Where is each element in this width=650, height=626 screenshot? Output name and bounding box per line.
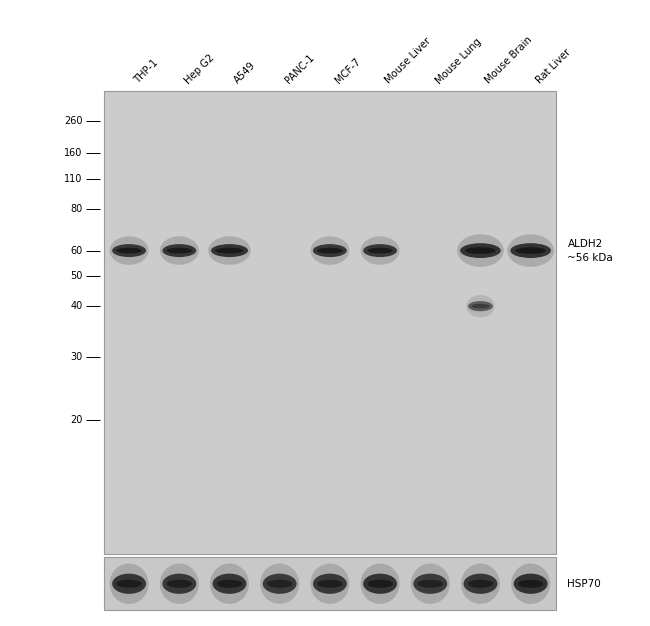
Ellipse shape	[263, 573, 296, 594]
Text: THP-1: THP-1	[133, 58, 160, 86]
Ellipse shape	[160, 237, 199, 265]
Bar	[104, 557, 556, 610]
Text: 20: 20	[70, 414, 83, 424]
Text: 60: 60	[70, 245, 83, 255]
Ellipse shape	[160, 563, 199, 604]
Ellipse shape	[110, 237, 149, 265]
Text: Mouse Liver: Mouse Liver	[384, 36, 433, 86]
Ellipse shape	[166, 248, 192, 254]
Ellipse shape	[112, 244, 146, 257]
Ellipse shape	[457, 234, 504, 267]
Text: Rat Liver: Rat Liver	[534, 48, 572, 86]
Ellipse shape	[311, 237, 349, 265]
Ellipse shape	[466, 295, 495, 317]
Ellipse shape	[361, 563, 400, 604]
Ellipse shape	[367, 248, 393, 254]
Ellipse shape	[471, 304, 490, 309]
Text: A549: A549	[233, 60, 258, 86]
Ellipse shape	[311, 563, 349, 604]
Text: 80: 80	[70, 204, 83, 214]
Text: HSP70: HSP70	[567, 579, 601, 588]
Ellipse shape	[417, 580, 443, 588]
Text: PANC-1: PANC-1	[283, 53, 316, 86]
Ellipse shape	[515, 247, 546, 254]
Text: Mouse Lung: Mouse Lung	[434, 36, 483, 86]
Ellipse shape	[216, 248, 243, 254]
Ellipse shape	[112, 573, 146, 594]
Ellipse shape	[313, 244, 347, 257]
Ellipse shape	[210, 563, 249, 604]
Ellipse shape	[367, 580, 393, 588]
Ellipse shape	[162, 244, 196, 257]
Text: Mouse Brain: Mouse Brain	[484, 35, 534, 86]
Ellipse shape	[260, 563, 299, 604]
Ellipse shape	[208, 237, 251, 265]
Text: 160: 160	[64, 148, 83, 158]
Text: MCF-7: MCF-7	[333, 56, 362, 86]
Ellipse shape	[465, 247, 496, 254]
Text: ALDH2
~56 kDa: ALDH2 ~56 kDa	[567, 239, 613, 262]
Ellipse shape	[514, 573, 547, 594]
Text: 40: 40	[70, 301, 83, 311]
Ellipse shape	[116, 248, 142, 254]
Ellipse shape	[116, 580, 142, 588]
Ellipse shape	[460, 243, 500, 258]
Ellipse shape	[267, 580, 292, 588]
Ellipse shape	[317, 248, 343, 254]
Ellipse shape	[363, 573, 397, 594]
Ellipse shape	[468, 580, 493, 588]
Ellipse shape	[510, 243, 551, 258]
Ellipse shape	[463, 573, 497, 594]
Ellipse shape	[361, 237, 400, 265]
Ellipse shape	[511, 563, 550, 604]
Ellipse shape	[110, 563, 149, 604]
Ellipse shape	[211, 244, 248, 257]
Ellipse shape	[317, 580, 343, 588]
Ellipse shape	[518, 580, 543, 588]
Ellipse shape	[468, 301, 493, 311]
Ellipse shape	[217, 580, 242, 588]
Text: 260: 260	[64, 116, 83, 126]
Text: Hep G2: Hep G2	[183, 53, 216, 86]
Ellipse shape	[411, 563, 450, 604]
Text: 110: 110	[64, 174, 83, 184]
Ellipse shape	[166, 580, 192, 588]
Bar	[104, 91, 556, 554]
Ellipse shape	[213, 573, 246, 594]
Ellipse shape	[162, 573, 196, 594]
Text: 30: 30	[70, 352, 83, 362]
Ellipse shape	[507, 234, 554, 267]
Ellipse shape	[363, 244, 397, 257]
Ellipse shape	[461, 563, 500, 604]
Ellipse shape	[313, 573, 347, 594]
Text: 50: 50	[70, 271, 83, 281]
Ellipse shape	[413, 573, 447, 594]
